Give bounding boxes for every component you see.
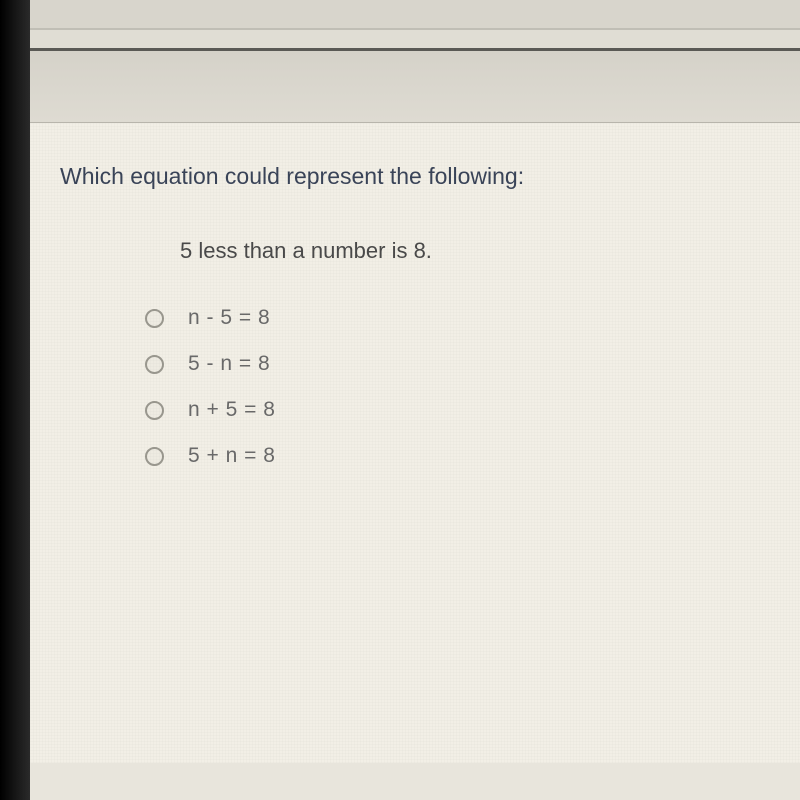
radio-icon[interactable]	[145, 447, 164, 466]
question-statement: 5 less than a number is 8.	[180, 238, 770, 264]
options-group: n - 5 = 8 5 - n = 8 n + 5 = 8 5 + n = 8	[145, 306, 770, 468]
radio-icon[interactable]	[145, 355, 164, 374]
header-bar	[30, 48, 800, 123]
option-row[interactable]: n - 5 = 8	[145, 306, 770, 330]
radio-icon[interactable]	[145, 401, 164, 420]
top-bar-partial	[30, 0, 800, 30]
option-row[interactable]: n + 5 = 8	[145, 398, 770, 422]
content-area: Which equation could represent the follo…	[30, 0, 800, 800]
radio-icon[interactable]	[145, 309, 164, 328]
screen-bezel	[0, 0, 30, 800]
option-label: n + 5 = 8	[188, 398, 275, 422]
option-label: 5 + n = 8	[188, 444, 275, 468]
question-prompt: Which equation could represent the follo…	[60, 163, 770, 190]
option-label: n - 5 = 8	[188, 306, 270, 330]
option-row[interactable]: 5 - n = 8	[145, 352, 770, 376]
option-label: 5 - n = 8	[188, 352, 270, 376]
toolbar-gap	[30, 30, 800, 48]
option-row[interactable]: 5 + n = 8	[145, 444, 770, 468]
question-card: Which equation could represent the follo…	[30, 123, 800, 763]
